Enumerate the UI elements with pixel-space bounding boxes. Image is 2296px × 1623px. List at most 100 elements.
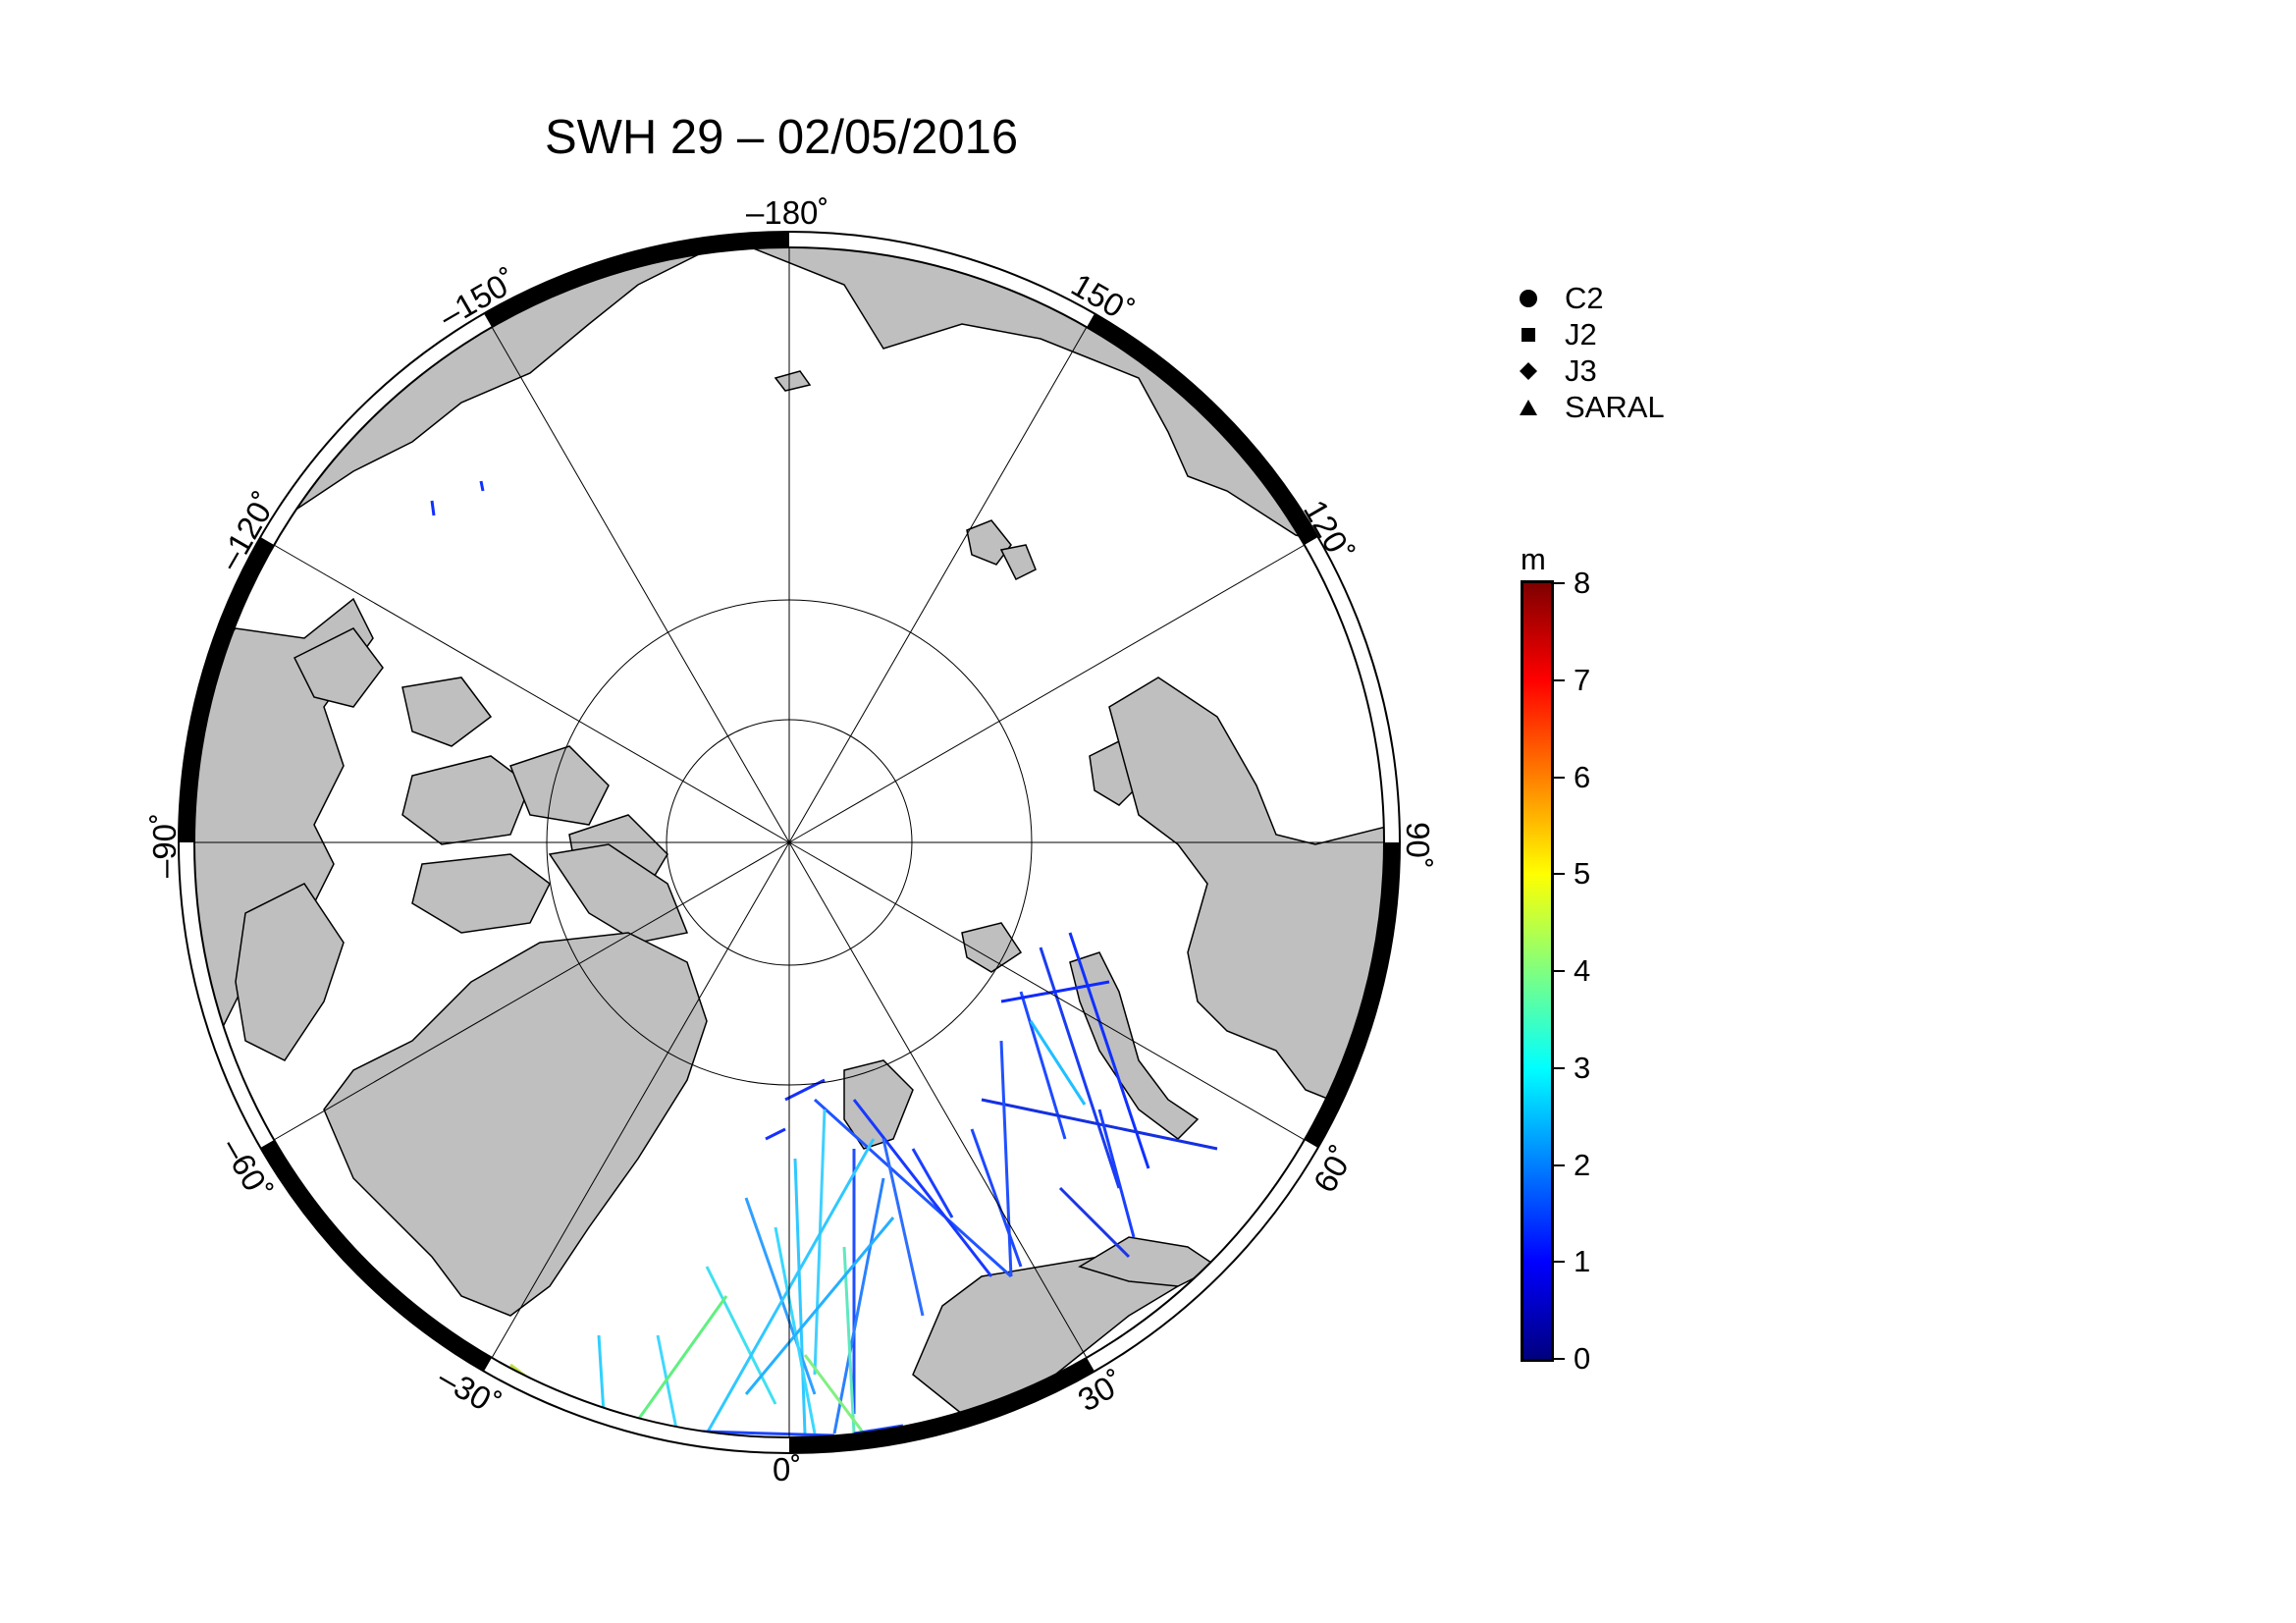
land-wrangel <box>774 370 812 392</box>
land-novaya-zemlya <box>1069 951 1200 1140</box>
legend-item-saral: SARAL <box>1512 389 1665 425</box>
map-frame <box>178 231 1401 1454</box>
colorbar-unit: m <box>1521 542 1546 576</box>
colorbar-tick-label: 8 <box>1574 566 1591 600</box>
triangle-icon <box>1512 399 1545 416</box>
track <box>597 1334 606 1415</box>
frame-segment <box>1304 841 1400 1148</box>
colorbar-tick-label: 0 <box>1574 1341 1591 1376</box>
track <box>999 1040 1013 1277</box>
square-icon <box>1512 327 1545 343</box>
lon-label-m90: –90˚ <box>146 812 184 879</box>
track <box>479 480 485 492</box>
track <box>774 1226 817 1434</box>
track <box>981 1098 1218 1151</box>
legend-label: J2 <box>1565 316 1597 352</box>
colorbar-tick <box>1551 1358 1565 1360</box>
land-franz-josef <box>961 922 1023 973</box>
track <box>1068 932 1150 1169</box>
track <box>1039 947 1121 1189</box>
legend-item-j2: J2 <box>1512 316 1665 352</box>
track <box>832 1177 885 1434</box>
track <box>430 500 436 516</box>
colorbar-tick <box>1551 776 1565 779</box>
legend-item-j3: J3 <box>1512 352 1665 389</box>
land-ellesmere <box>548 843 689 944</box>
track <box>842 1246 856 1434</box>
track <box>793 1158 807 1434</box>
land-lyakhov <box>999 544 1037 581</box>
meridian-30 <box>788 841 1088 1359</box>
circle-icon <box>1512 289 1545 308</box>
colorbar-tick-label: 3 <box>1574 1050 1591 1085</box>
colorbar-tick <box>1551 1066 1565 1069</box>
map-title: SWH 29 – 02/05/2016 <box>545 111 1019 164</box>
frame-segment <box>179 537 275 843</box>
track <box>765 1127 786 1141</box>
land-baffin <box>235 883 345 1061</box>
track <box>656 1334 679 1434</box>
colorbar-tick-label: 6 <box>1574 759 1591 794</box>
track <box>705 1138 876 1434</box>
legend-item-c2: C2 <box>1512 280 1665 316</box>
track <box>744 1217 895 1395</box>
colorbar-tick-label: 2 <box>1574 1147 1591 1182</box>
track <box>813 1109 827 1376</box>
land-archipelago-3 <box>401 755 531 845</box>
land-canada <box>194 597 374 1130</box>
land-greenland <box>323 932 708 1317</box>
colorbar-tick <box>1551 1261 1565 1264</box>
colorbar-tick-label: 5 <box>1574 856 1591 892</box>
colorbar-tick-label: 4 <box>1574 953 1591 988</box>
meridian-60 <box>788 841 1306 1141</box>
land-archipelago-5 <box>509 745 610 826</box>
track <box>1029 1020 1087 1106</box>
lon-label-90: 90˚ <box>1399 822 1436 869</box>
track <box>1097 1109 1136 1238</box>
land-archipelago-4 <box>411 853 551 934</box>
colorbar-tick-label: 7 <box>1574 662 1591 697</box>
meridian-m60 <box>273 841 790 1141</box>
track <box>803 1354 866 1434</box>
track <box>970 1128 1023 1268</box>
frame-segment <box>484 232 790 328</box>
satellite-legend: C2 J2 J3 SARAL <box>1512 280 1665 425</box>
land-new-siberian <box>966 519 1012 566</box>
track <box>911 1148 954 1218</box>
satellite-tracks <box>430 480 1218 1437</box>
track <box>852 1099 993 1277</box>
frame-segment <box>788 1357 1095 1453</box>
colorbar <box>1521 580 1554 1362</box>
legend-label: SARAL <box>1565 389 1665 424</box>
track <box>881 1138 925 1317</box>
lon-label-m180: –180˚ <box>746 194 829 231</box>
graticule <box>194 247 1384 1437</box>
colorbar-tick <box>1551 970 1565 972</box>
track <box>705 1266 777 1405</box>
frame-segment <box>260 1139 493 1372</box>
track <box>744 1197 817 1395</box>
track <box>813 1098 1013 1278</box>
frame-segment <box>1086 313 1318 546</box>
track <box>626 1295 728 1434</box>
colorbar-tick <box>1551 678 1565 681</box>
legend-label: C2 <box>1565 280 1604 315</box>
land-archipelago-2 <box>401 676 493 747</box>
meridian-120 <box>788 544 1306 843</box>
colorbar-tick <box>1551 1163 1565 1166</box>
track <box>1000 980 1110 1003</box>
meridian-m150 <box>491 326 790 843</box>
lon-label-0: 0˚ <box>773 1451 802 1488</box>
meridian-m30 <box>491 841 790 1359</box>
colorbar-tick-label: 1 <box>1574 1244 1591 1279</box>
land-archipelago-1 <box>293 627 384 708</box>
frame-segments <box>179 232 1400 1453</box>
track <box>1058 1186 1131 1259</box>
colorbar-tick <box>1551 582 1565 584</box>
meridian-150 <box>788 326 1088 843</box>
colorbar-tick <box>1551 873 1565 876</box>
legend-label: J3 <box>1565 352 1597 388</box>
meridian-m120 <box>273 544 790 843</box>
diamond-icon <box>1512 361 1545 381</box>
